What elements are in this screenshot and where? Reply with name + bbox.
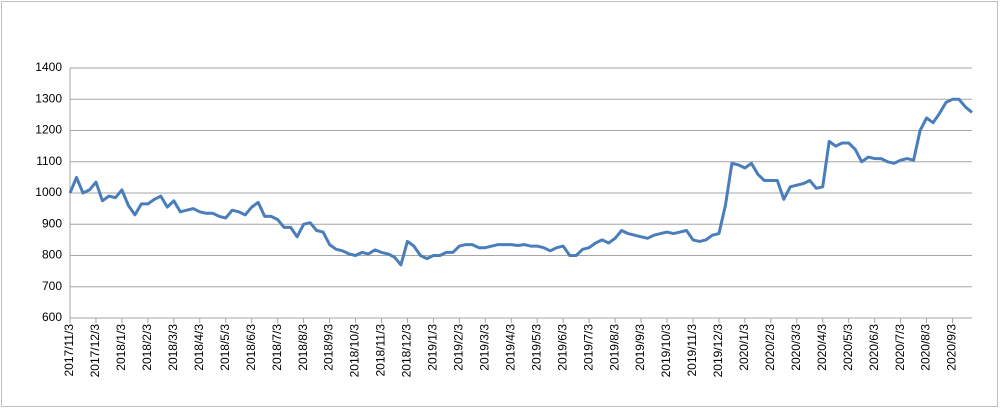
x-tick-label: 2019/5/3 [529, 324, 543, 371]
x-tick-label: 2019/6/3 [555, 324, 569, 371]
x-tick-label: 2018/2/3 [140, 324, 154, 371]
x-tick-label: 2018/8/3 [296, 324, 310, 371]
x-tick-label: 2018/11/3 [374, 324, 388, 377]
x-tick-label: 2020/8/3 [919, 324, 933, 371]
y-tick-label: 1300 [35, 91, 62, 105]
x-tick-label: 2018/10/3 [348, 324, 362, 378]
x-tick-label: 2020/5/3 [841, 324, 855, 371]
x-tick-label: 2018/5/3 [218, 324, 232, 371]
x-tick-label: 2017/12/3 [88, 324, 102, 378]
x-tick-label: 2020/9/3 [945, 324, 959, 371]
x-tick-label: 2019/3/3 [477, 324, 491, 371]
y-tick-label: 600 [42, 310, 62, 324]
y-tick-label: 900 [42, 216, 62, 230]
y-tick-label: 800 [42, 248, 62, 262]
x-tick-label: 2018/3/3 [166, 324, 180, 371]
line [68, 97, 973, 267]
x-tick-label: 2018/6/3 [244, 324, 258, 371]
x-tick-label: 2019/4/3 [503, 324, 517, 371]
x-tick-label: 2019/10/3 [659, 324, 673, 378]
x-tick-label: 2018/1/3 [114, 324, 128, 371]
x-tick-label: 2017/11/3 [62, 324, 76, 377]
x-tick-label: 2020/1/3 [737, 324, 751, 371]
x-tick-label: 2019/2/3 [452, 324, 466, 371]
x-tick-label: 2018/12/3 [400, 324, 414, 378]
y-tick-label: 1100 [36, 154, 62, 168]
y-tick-label: 1200 [35, 123, 62, 137]
x-tick-label: 2018/4/3 [192, 324, 206, 371]
y-tick-label: 700 [42, 279, 62, 293]
x-tick-label: 2019/11/3 [685, 324, 699, 377]
x-tick-label: 2020/7/3 [893, 324, 907, 371]
x-tick-label: 2019/8/3 [607, 324, 621, 371]
x-tick-label: 2019/9/3 [633, 324, 647, 371]
chart-frame [1, 1, 998, 407]
x-tick-label: 2020/3/3 [789, 324, 803, 371]
x-tick-label: 2019/1/3 [426, 324, 440, 371]
x-tick-label: 2020/2/3 [763, 324, 777, 371]
x-tick-label: 2018/9/3 [322, 324, 336, 371]
x-tick-label: 2020/6/3 [867, 324, 881, 371]
x-tick-label: 2019/7/3 [581, 324, 595, 371]
x-tick-label: 2019/12/3 [711, 324, 725, 378]
y-tick-label: 1400 [35, 60, 62, 74]
y-tick-label: 1000 [35, 185, 62, 199]
x-tick-label: 2020/4/3 [815, 324, 829, 371]
x-tick-label: 2018/7/3 [270, 324, 284, 371]
